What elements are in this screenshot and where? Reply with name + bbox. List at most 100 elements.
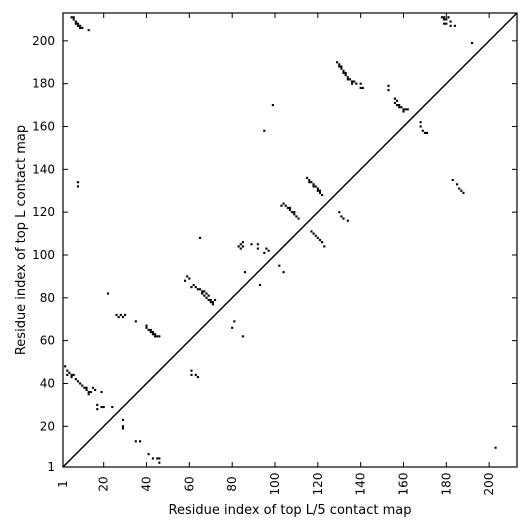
contact-point-lower	[85, 388, 88, 391]
contact-point-upper	[87, 29, 90, 32]
contact-point-lower	[494, 446, 497, 449]
contact-point-lower	[70, 375, 73, 379]
contact-point-upper	[72, 18, 75, 21]
contact-point-lower	[81, 384, 84, 387]
contact-point-lower	[89, 390, 92, 394]
contact-point-upper	[359, 86, 362, 90]
x-tick-label: 200	[482, 473, 496, 496]
contact-point-upper	[321, 193, 324, 197]
y-tick-label: 160	[32, 120, 55, 134]
contact-point-upper	[186, 275, 189, 278]
contact-point-upper	[455, 183, 459, 186]
contact-point-upper	[284, 204, 287, 207]
contact-point-upper	[288, 206, 292, 209]
contact-point-upper	[241, 335, 244, 338]
contact-point-lower	[106, 292, 110, 295]
contact-point-upper	[278, 264, 281, 267]
contact-point-lower	[70, 373, 73, 376]
contact-point-upper	[312, 232, 315, 235]
contact-point-upper	[205, 296, 208, 299]
contact-point-upper	[425, 131, 429, 134]
contact-point-upper	[316, 187, 319, 190]
contact-point-lower	[151, 333, 155, 336]
contact-point-lower	[117, 316, 120, 319]
contact-point-upper	[231, 326, 234, 329]
contact-point-upper	[306, 176, 309, 179]
contact-point-upper	[470, 41, 474, 45]
y-tick-label: 80	[40, 291, 55, 305]
contact-point-upper	[280, 204, 283, 207]
contact-point-upper	[387, 84, 390, 87]
contact-point-upper	[351, 80, 354, 83]
contact-point-upper	[338, 63, 341, 66]
x-axis-ticks: 1 20 40 60 80 100 120 140 160 180 200	[56, 13, 496, 495]
contact-point-upper	[400, 106, 403, 109]
contact-point-upper	[207, 298, 210, 302]
contact-point-lower	[64, 365, 67, 368]
contact-point-upper	[406, 108, 409, 111]
contact-point-upper	[194, 286, 197, 289]
contact-point-lower	[158, 335, 161, 338]
contact-point-lower	[194, 373, 197, 376]
contact-point-upper	[267, 249, 270, 252]
contact-point-lower	[151, 457, 155, 460]
contact-point-upper	[344, 74, 347, 77]
contact-point-lower	[96, 403, 99, 406]
contact-point-upper	[209, 301, 212, 304]
contact-point-lower	[134, 320, 137, 323]
contact-point-lower	[154, 333, 157, 336]
contact-point-upper	[342, 69, 345, 72]
contact-point-lower	[121, 418, 125, 421]
contact-point-lower	[91, 386, 95, 389]
contact-point-upper	[443, 18, 446, 21]
contact-point-upper	[79, 24, 82, 27]
contact-point-upper	[443, 16, 446, 19]
contact-point-upper	[241, 245, 244, 248]
contact-point-lower	[149, 331, 152, 334]
contact-point-upper	[340, 65, 343, 68]
x-tick-label: 120	[311, 473, 325, 496]
contact-point-upper	[271, 104, 274, 107]
contact-point-lower	[154, 335, 157, 338]
contact-point-upper	[316, 189, 319, 192]
contact-point-upper	[393, 101, 396, 105]
contact-point-upper	[297, 217, 300, 220]
y-tick-label: 120	[32, 205, 55, 219]
contact-point-upper	[291, 211, 294, 214]
contact-point-upper	[207, 294, 210, 297]
contact-point-lower	[156, 457, 159, 460]
contact-point-upper	[184, 279, 187, 282]
contact-point-upper	[316, 236, 319, 239]
contact-point-upper	[203, 290, 206, 293]
contact-point-upper	[346, 78, 349, 81]
contact-point-upper	[340, 67, 343, 70]
contact-point-upper	[211, 303, 214, 306]
x-tick-label: 140	[354, 473, 368, 496]
contact-point-upper	[346, 76, 349, 79]
contact-point-upper	[419, 121, 422, 124]
contact-point-upper	[74, 20, 77, 23]
contact-point-upper	[445, 18, 448, 21]
contact-point-upper	[213, 298, 217, 302]
y-tick-label: 60	[40, 334, 55, 348]
contact-point-upper	[256, 247, 259, 250]
contact-point-upper	[295, 215, 298, 218]
contact-point-upper	[398, 106, 401, 109]
contact-point-upper	[451, 178, 454, 182]
contact-point-upper	[351, 82, 354, 85]
diagonal-line	[62, 12, 518, 468]
x-tick-label: 100	[268, 473, 282, 496]
contact-point-upper	[312, 183, 315, 186]
contact-point-upper	[282, 202, 285, 205]
contact-point-lower	[190, 373, 193, 376]
contact-point-upper	[318, 191, 322, 194]
contact-point-lower	[100, 405, 103, 409]
contact-point-lower	[121, 427, 125, 430]
contact-point-upper	[443, 22, 446, 25]
contact-point-lower	[158, 457, 161, 460]
contact-point-lower	[66, 369, 69, 372]
contact-point-upper	[314, 185, 317, 188]
x-tick-label: 160	[397, 473, 411, 496]
contact-point-lower	[74, 378, 77, 381]
contact-point-lower	[121, 425, 125, 428]
